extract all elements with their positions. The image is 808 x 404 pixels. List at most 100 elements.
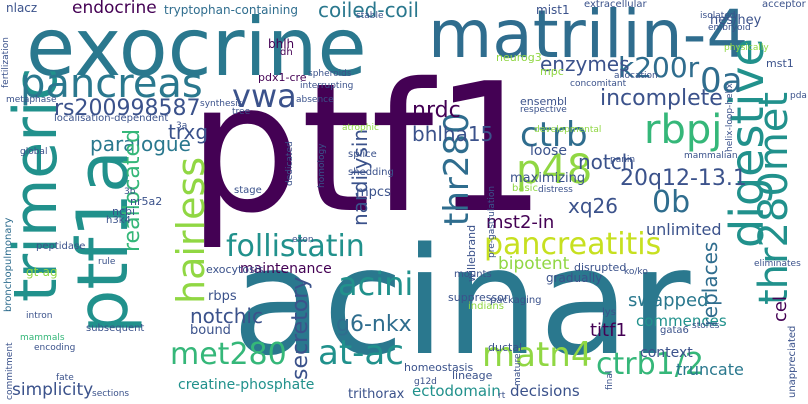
- word-pancreatitis: pancreatitis: [484, 227, 662, 262]
- word-tryptophan-containing: tryptophan-containing: [164, 3, 299, 17]
- word-intron: intron: [26, 311, 53, 321]
- word-trxg: trxg: [168, 120, 209, 144]
- word-vwa: vwa: [232, 77, 297, 115]
- word-packaging: packaging: [490, 295, 542, 306]
- word-acceptor: acceptor: [762, 0, 806, 10]
- word-ensembl: ensembl: [520, 95, 567, 108]
- word-unlimited: unlimited: [646, 220, 722, 239]
- word-absence: absence: [296, 95, 334, 105]
- word-willebrand: willebrand: [465, 224, 478, 282]
- word-unappreciated: unappreciated: [787, 325, 798, 398]
- word-ctrb12: ctrb1/2: [596, 347, 704, 382]
- word-bhlha15: bhlha15: [412, 122, 494, 146]
- word-20q12: 20q12-13.1: [620, 166, 747, 191]
- word-mst2-in: mst2-in: [486, 212, 555, 233]
- word-coiled-coil: coiled-coil: [318, 0, 419, 22]
- word-dedicated: dedicated: [285, 141, 295, 186]
- word-k200r: k200r: [618, 51, 700, 84]
- word-secretory: secretory: [288, 276, 313, 380]
- word-mpcs: mpcs: [356, 185, 391, 200]
- word-stage: stage: [234, 185, 262, 196]
- word-mounts: mounts: [454, 269, 492, 280]
- word-g6-nkx: g6-nkx: [336, 312, 412, 337]
- word-truncate: truncate: [676, 360, 744, 379]
- word-rbpj: rbpj: [644, 107, 723, 153]
- word-swapped: swapped: [628, 290, 709, 311]
- word-final: final: [605, 370, 615, 390]
- word-allocation: allocation: [614, 71, 658, 81]
- word-nrdc: nrdc: [412, 98, 461, 123]
- word-concomitant: concomitant: [570, 79, 627, 89]
- word-gt-ag: gt-ag: [26, 265, 58, 279]
- word-creatine-phosphate: creatine-phosphate: [178, 377, 315, 393]
- word-exocytosis: exocytosis: [206, 263, 264, 276]
- word-eliminates: eliminates: [754, 259, 801, 269]
- word-neurog3: neurog3: [496, 51, 542, 64]
- word-fate: fate: [56, 373, 74, 383]
- word-mature: mature: [513, 353, 523, 386]
- word-matn4: matn4: [482, 335, 593, 375]
- word-trithorax: trithorax: [348, 387, 405, 402]
- word-rule: rule: [98, 257, 116, 267]
- word-suppressor: suppressor: [448, 291, 509, 304]
- word-hes-hey: hes/hey: [710, 13, 762, 28]
- word-ko-ko: ko/ko: [624, 267, 648, 277]
- word-h3k4: h3k4: [106, 215, 131, 226]
- word-shedding: shedding: [348, 167, 394, 178]
- word-pdx1-cre: pdx1-cre: [258, 71, 307, 84]
- word-panin: panin: [610, 155, 636, 165]
- word-commences: commences: [636, 312, 727, 330]
- word-incomplete: incomplete: [600, 86, 723, 111]
- word-rt: rt: [498, 391, 506, 401]
- word-pda: pda: [790, 91, 807, 101]
- word-peptidase: peptidase: [36, 241, 86, 252]
- word-embryoid: embryoid: [708, 23, 751, 33]
- word-pancreas: pancreas: [20, 61, 203, 107]
- word-extracellular: extracellular: [584, 0, 647, 10]
- word-bronchopulmonary: bronchopulmonary: [3, 217, 14, 312]
- word-context: context: [640, 345, 693, 361]
- word-ectodomain: ectodomain: [412, 382, 501, 400]
- word-ncbi: ncbi: [112, 205, 136, 218]
- word-exocrine: exocrine: [26, 1, 367, 94]
- word-spheroids: spheroids: [308, 69, 352, 79]
- word-acinar: acinar: [232, 216, 691, 388]
- word-ductal: ductal: [488, 341, 523, 354]
- word-loose: loose: [530, 143, 567, 159]
- word-metaphase: metaphase: [6, 95, 57, 105]
- word-stable: stable: [356, 11, 384, 21]
- word-exon: exon: [292, 235, 314, 245]
- word-fertilization: fertilization: [1, 37, 11, 88]
- word-lys: lys: [602, 307, 616, 318]
- word-matrilin4: matrilin-4: [428, 0, 749, 73]
- word-mpc: mpc: [540, 65, 564, 78]
- word-encoding: encoding: [34, 343, 76, 353]
- word-nlacz: nlacz: [6, 1, 38, 15]
- word-ctrb: ctrb: [520, 115, 588, 155]
- word-distress: distress: [538, 185, 573, 195]
- word-bipotent: bipotent: [498, 254, 570, 274]
- word-gata6: gata6: [660, 325, 689, 336]
- word-mammalian: mammalian: [684, 151, 738, 161]
- word-3b: 3b: [124, 187, 136, 197]
- word-thr280met: thr280met: [751, 91, 797, 305]
- word-homology: homology: [317, 143, 327, 188]
- word-xq26: xq26: [568, 194, 618, 218]
- word-maintenance: maintenance: [240, 261, 332, 277]
- word-physically: physically: [724, 43, 769, 53]
- word-follistatin: follistatin: [226, 229, 365, 264]
- word-basic: basic: [512, 183, 538, 194]
- word-dh: dh: [280, 47, 293, 58]
- word-simplicity: simplicity: [12, 380, 94, 400]
- word-synthesis: synthesis: [200, 99, 243, 109]
- word-developmental: developmental: [534, 125, 602, 135]
- word-indians: indians: [468, 301, 504, 312]
- word-enzymes: enzymes: [540, 52, 630, 76]
- word-bound: bound: [190, 323, 231, 338]
- word-stores: stores: [692, 321, 720, 331]
- word-maximizing: maximizing: [510, 171, 586, 186]
- word-endocrine: endocrine: [72, 0, 157, 18]
- word-disrupted: disrupted: [574, 261, 627, 274]
- word-atrophic: atrophic: [342, 123, 379, 133]
